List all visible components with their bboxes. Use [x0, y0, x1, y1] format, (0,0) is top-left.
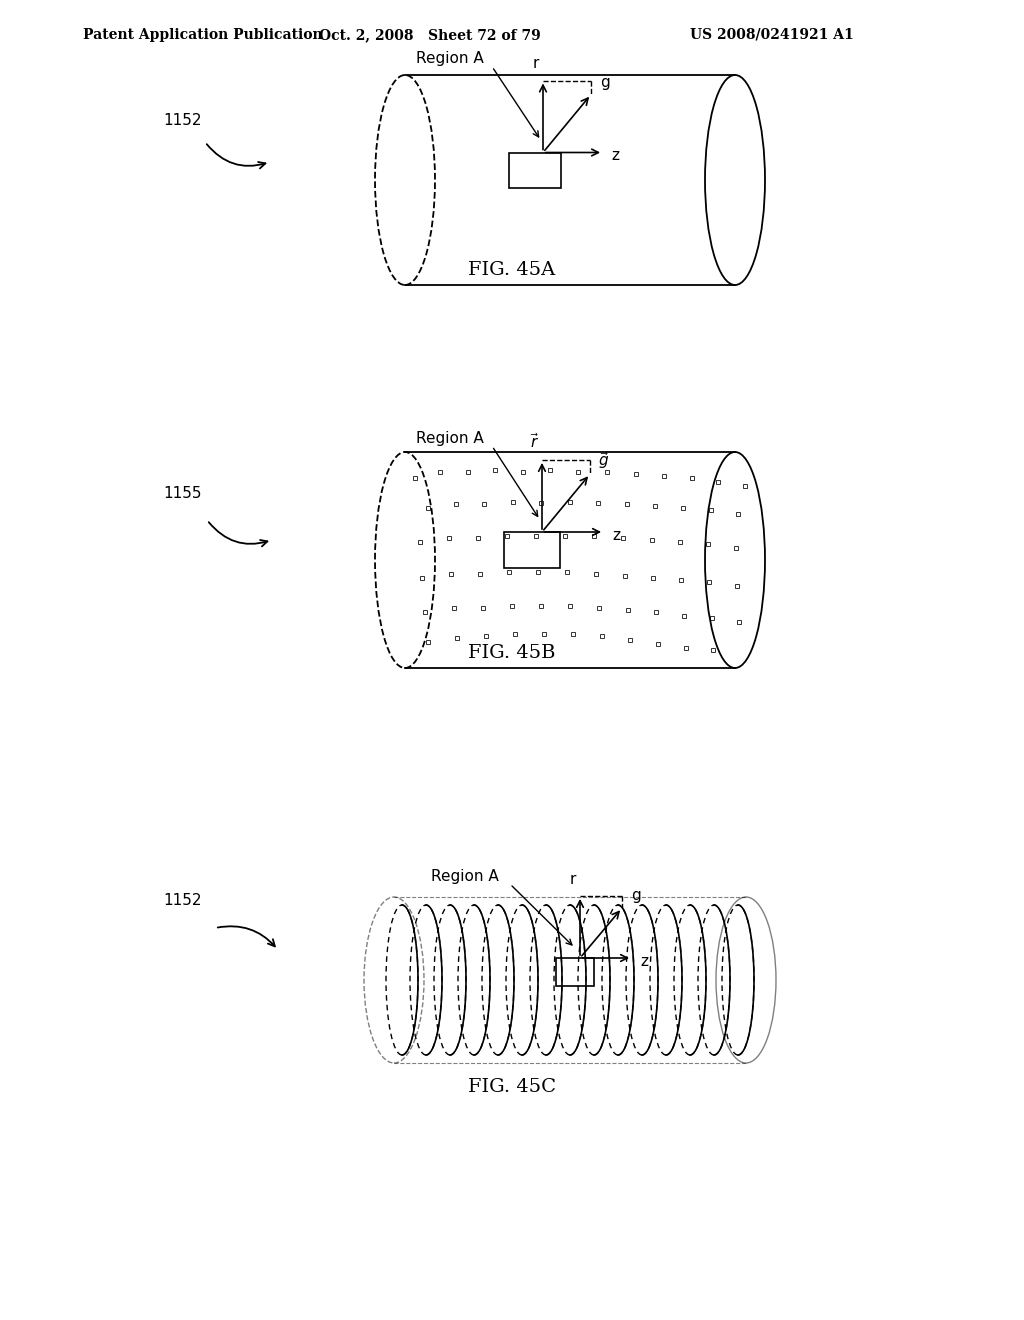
Text: z: z	[640, 954, 648, 969]
Text: Patent Application Publication: Patent Application Publication	[83, 28, 323, 42]
Bar	[509, 153, 561, 187]
Text: FIG. 45B: FIG. 45B	[468, 644, 556, 663]
Text: Region A: Region A	[416, 51, 484, 66]
Text: 1152: 1152	[164, 894, 203, 908]
Text: Region A: Region A	[416, 430, 484, 446]
Text: FIG. 45A: FIG. 45A	[468, 261, 556, 279]
Text: Oct. 2, 2008   Sheet 72 of 79: Oct. 2, 2008 Sheet 72 of 79	[319, 28, 541, 42]
Text: r: r	[532, 57, 540, 71]
Text: z: z	[611, 149, 618, 164]
Text: z: z	[612, 528, 620, 543]
Text: 1155: 1155	[164, 486, 203, 502]
Text: g: g	[600, 74, 610, 90]
Text: FIG. 45C: FIG. 45C	[468, 1078, 556, 1096]
Text: g: g	[631, 888, 641, 903]
Bar	[504, 532, 560, 568]
Text: US 2008/0241921 A1: US 2008/0241921 A1	[690, 28, 854, 42]
Text: $\vec{g}$: $\vec{g}$	[598, 450, 609, 471]
Text: $\vec{r}$: $\vec{r}$	[530, 432, 540, 451]
Text: r: r	[569, 873, 577, 887]
Text: 1152: 1152	[164, 114, 203, 128]
Text: Region A: Region A	[431, 869, 499, 883]
Bar	[556, 958, 594, 986]
